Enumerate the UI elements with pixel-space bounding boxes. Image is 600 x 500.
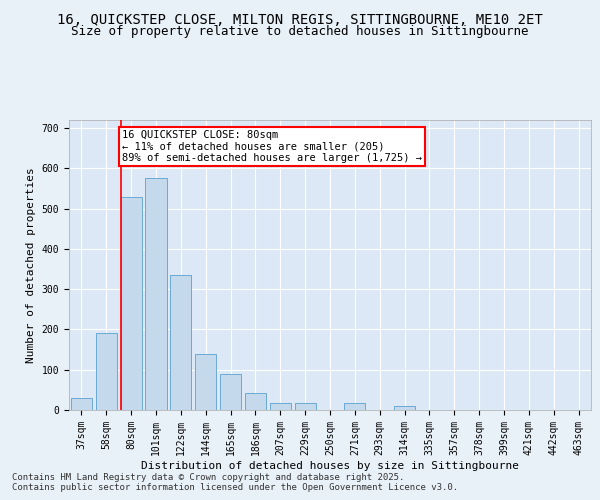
Bar	[270, 403, 291, 410]
Text: 16 QUICKSTEP CLOSE: 80sqm
← 11% of detached houses are smaller (205)
89% of semi: 16 QUICKSTEP CLOSE: 80sqm ← 11% of detac…	[122, 130, 422, 164]
Bar	[220, 374, 241, 410]
Y-axis label: Number of detached properties: Number of detached properties	[26, 167, 36, 363]
Bar	[71, 398, 92, 410]
Bar	[344, 403, 365, 410]
Text: 16, QUICKSTEP CLOSE, MILTON REGIS, SITTINGBOURNE, ME10 2ET: 16, QUICKSTEP CLOSE, MILTON REGIS, SITTI…	[57, 12, 543, 26]
Bar	[170, 275, 191, 410]
Bar	[145, 178, 167, 410]
Bar	[121, 196, 142, 410]
Bar	[195, 354, 216, 410]
Bar	[96, 334, 117, 410]
X-axis label: Distribution of detached houses by size in Sittingbourne: Distribution of detached houses by size …	[141, 460, 519, 470]
Text: Contains public sector information licensed under the Open Government Licence v3: Contains public sector information licen…	[12, 484, 458, 492]
Text: Size of property relative to detached houses in Sittingbourne: Size of property relative to detached ho…	[71, 25, 529, 38]
Text: Contains HM Land Registry data © Crown copyright and database right 2025.: Contains HM Land Registry data © Crown c…	[12, 474, 404, 482]
Bar	[394, 406, 415, 410]
Bar	[295, 403, 316, 410]
Bar	[245, 393, 266, 410]
